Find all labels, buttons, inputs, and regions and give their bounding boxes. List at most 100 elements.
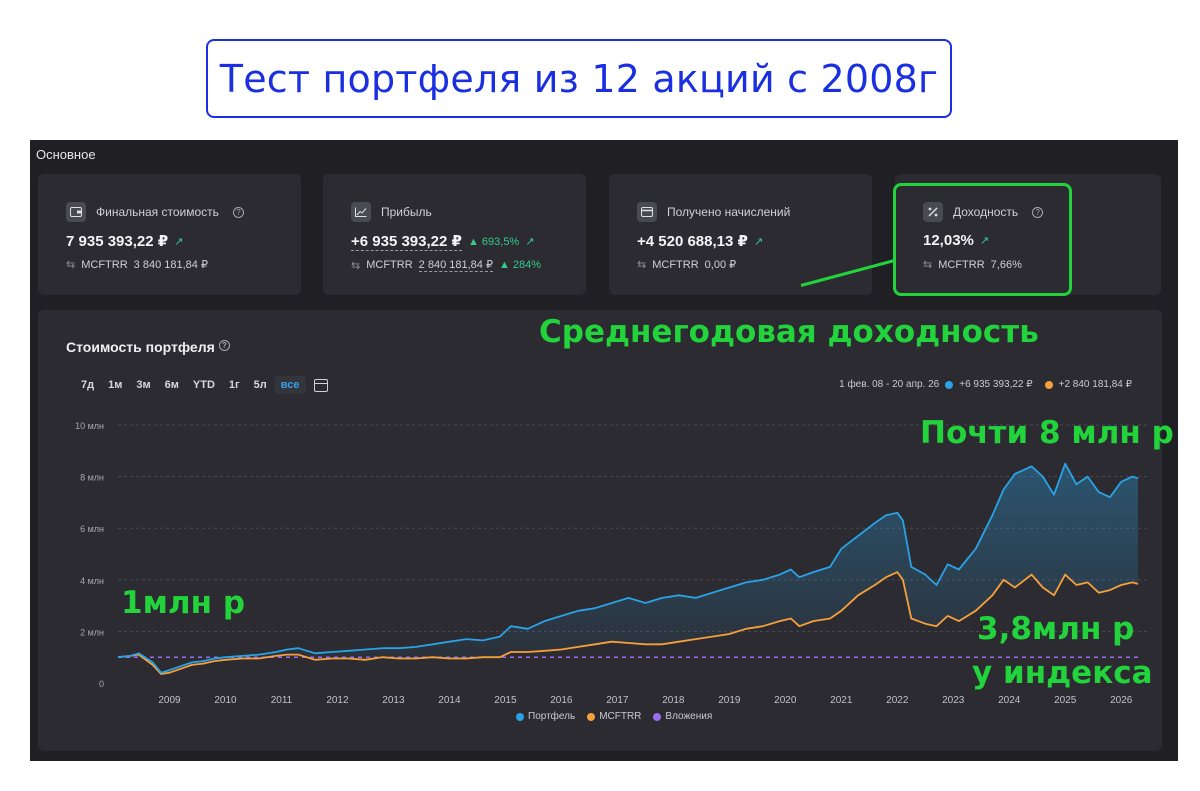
chart-title: Стоимость портфеля?	[66, 339, 230, 355]
benchmark-name: MCFTRR	[938, 258, 985, 271]
series-portfolio-line	[117, 462, 1139, 674]
x-tick-label: 2011	[271, 695, 293, 706]
chart-legend: Портфель MCFTRR Вложения	[516, 711, 712, 722]
series-index-line	[117, 571, 1139, 675]
x-tick-label: 2021	[830, 695, 853, 706]
x-tick-label: 2017	[606, 695, 629, 706]
section-label: Основное	[36, 147, 96, 162]
x-tick-label: 2022	[886, 695, 909, 706]
card-title: Доходность	[953, 205, 1019, 219]
range-5y[interactable]: 5л	[253, 379, 267, 391]
benchmark-value: 0,00 ₽	[704, 259, 737, 271]
range-6m[interactable]: 6м	[164, 379, 179, 391]
x-tick-label: 2020	[774, 695, 797, 706]
range-3m[interactable]: 3м	[136, 379, 151, 391]
dashboard-panel: Основное Финальная стоимость? 7 935 393,…	[30, 140, 1178, 761]
card-title: Финальная стоимость	[96, 205, 219, 219]
y-tick-label: 0	[99, 679, 104, 689]
index-dot	[1044, 380, 1053, 389]
portfolio-dot	[945, 380, 954, 389]
index-profit: +2 840 181,84 ₽	[1058, 379, 1132, 390]
help-icon[interactable]: ?	[218, 340, 230, 351]
arrow-up-right-icon: ↗	[174, 235, 184, 248]
range-ytd[interactable]: YTD	[192, 379, 215, 391]
y-tick-label: 10 млн	[75, 421, 104, 431]
profit-card: Прибыль +6 935 393,22 ₽ ▲ 693,5% ↗ ⇆ MCF…	[323, 174, 586, 295]
card-value: 12,03%	[923, 232, 974, 249]
annotation-avg-return: Среднегодовая доходность	[539, 314, 1039, 350]
yield-card: Доходность? 12,03% ↗ ⇆ MCFTRR 7,66%	[895, 174, 1161, 295]
card-value: +6 935 393,22 ₽	[351, 233, 462, 251]
card-value: 7 935 393,22 ₽	[66, 233, 169, 250]
y-tick-label: 4 млн	[80, 576, 104, 586]
period-label: 1 фев. 08 - 20 апр. 26	[839, 379, 940, 390]
benchmark-name: MCFTRR	[652, 258, 699, 271]
x-tick-label: 2012	[326, 695, 349, 706]
swap-icon: ⇆	[66, 259, 76, 271]
x-tick-label: 2026	[1110, 695, 1133, 706]
benchmark-delta: ▲ 284%	[498, 259, 542, 271]
chart-summary: 1 фев. 08 - 20 апр. 26 +6 935 393,22 ₽ +…	[839, 379, 1132, 390]
title-box: Тест портфеля из 12 акций с 2008г	[206, 39, 952, 118]
calendar-icon[interactable]	[314, 378, 329, 392]
x-tick-label: 2010	[214, 695, 237, 706]
range-selector: 7д 1м 3м 6м YTD 1г 5л все	[74, 376, 329, 394]
payouts-card: Получено начислений +4 520 688,13 ₽ ↗ ⇆ …	[609, 174, 872, 295]
range-7d[interactable]: 7д	[81, 379, 95, 391]
portfolio-profit: +6 935 393,22 ₽	[959, 379, 1033, 390]
legend-index[interactable]: MCFTRR	[587, 711, 641, 722]
chart-title-text: Стоимость портфеля	[66, 339, 215, 355]
benchmark-delta-value: 284%	[512, 259, 542, 271]
legend-portfolio[interactable]: Портфель	[516, 711, 575, 722]
x-tick-label: 2009	[158, 695, 181, 706]
percent-icon	[923, 202, 943, 222]
annotation-almost-8m: Почти 8 млн р	[920, 415, 1174, 451]
range-all[interactable]: все	[273, 376, 307, 394]
benchmark-value: 3 840 181,84 ₽	[133, 259, 208, 271]
y-tick-label: 6 млн	[80, 524, 104, 534]
swap-icon: ⇆	[351, 259, 361, 272]
legend-index-label: MCFTRR	[599, 711, 642, 722]
card-title: Получено начислений	[667, 205, 791, 219]
card-icon	[637, 202, 657, 222]
final-value-card: Финальная стоимость? 7 935 393,22 ₽ ↗ ⇆ …	[38, 174, 301, 295]
legend-portfolio-label: Портфель	[528, 711, 576, 722]
x-tick-label: 2025	[1054, 695, 1077, 706]
benchmark-value: 2 840 181,84 ₽	[418, 259, 493, 272]
legend-contributions[interactable]: Вложения	[653, 711, 712, 722]
benchmark-name: MCFTRR	[366, 259, 413, 271]
card-title: Прибыль	[381, 205, 432, 219]
benchmark-value: 7,66%	[990, 258, 1022, 271]
portfolio-chart-card: Стоимость портфеля? 7д 1м 3м 6м YTD 1г 5…	[38, 310, 1162, 751]
x-tick-label: 2019	[718, 695, 741, 706]
arrow-up-right-icon: ↗	[979, 235, 990, 247]
card-value: +4 520 688,13 ₽	[637, 233, 748, 250]
range-1y[interactable]: 1г	[228, 379, 240, 391]
help-icon[interactable]: ?	[232, 206, 244, 218]
arrow-up-right-icon: ↗	[753, 235, 764, 248]
legend-contributions-label: Вложения	[665, 711, 713, 722]
x-tick-label: 2013	[382, 695, 405, 706]
x-tick-label: 2018	[662, 695, 685, 706]
x-tick-label: 2015	[494, 695, 517, 706]
portfolio-chart[interactable]: 0 2 млн 4 млн 6 млн 8 млн 10 млн 2009 2010 2011 2…	[38, 310, 1162, 751]
profit-delta-value: 693,5%	[481, 235, 520, 248]
arrow-up-right-icon: ↗	[525, 236, 535, 248]
annotation-index-value: 3,8млн р	[977, 611, 1135, 647]
portfolio-area	[118, 463, 1138, 674]
help-icon[interactable]: ?	[1032, 206, 1044, 218]
page-title: Тест портфеля из 12 акций с 2008г	[219, 56, 939, 101]
chart-line-icon	[351, 202, 371, 222]
x-tick-label: 2024	[998, 695, 1021, 706]
yield-highlight-box	[893, 183, 1072, 296]
swap-icon: ⇆	[637, 259, 647, 271]
range-1m[interactable]: 1м	[108, 379, 123, 391]
benchmark-name: MCFTRR	[81, 258, 128, 271]
wallet-icon	[66, 202, 86, 222]
swap-icon: ⇆	[923, 259, 933, 271]
y-tick-label: 8 млн	[80, 473, 104, 483]
y-tick-label: 2 млн	[80, 627, 104, 637]
annotation-1m: 1млн р	[121, 585, 246, 621]
x-tick-label: 2014	[438, 695, 461, 706]
profit-delta: ▲ 693,5%	[467, 235, 520, 248]
